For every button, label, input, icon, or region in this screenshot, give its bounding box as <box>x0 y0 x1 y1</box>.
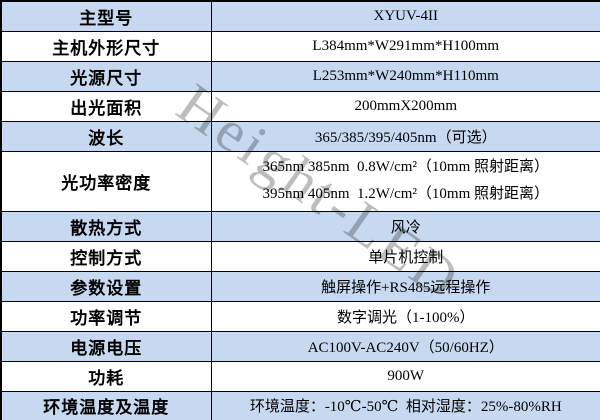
spec-row: 光源尺寸 L253mm*W240mm*H110mm <box>0 60 600 92</box>
spec-row: 电源电压 AC100V-AC240V（50/60HZ） <box>0 330 600 362</box>
spec-value-line: 395nm 405nm 1.2W/cm²（10mm 照射距离） <box>262 186 550 202</box>
spec-label: 主机外形尺寸 <box>0 30 212 62</box>
spec-row: 出光面积 200mmX200mm <box>0 90 600 122</box>
spec-label: 光功率密度 <box>0 150 212 212</box>
spec-row: 光功率密度 365nm 385nm 0.8W/cm²（10mm 照射距离） 395n… <box>0 150 600 212</box>
spec-row: 主机外形尺寸 L384mm*W291mm*H100mm <box>0 30 600 62</box>
spec-value: 触屏操作+RS485远程操作 <box>210 270 600 302</box>
spec-value: 900W <box>210 360 600 392</box>
spec-row: 环境温度及温度 环境温度：-10℃-50℃ 相对湿度：25%-80%RH <box>0 390 600 420</box>
spec-label: 出光面积 <box>0 90 212 122</box>
spec-row: 主型号 XYUV-4II <box>0 0 600 32</box>
spec-value: AC100V-AC240V（50/60HZ） <box>210 330 600 362</box>
spec-row: 波长 365/385/395/405nm（可选） <box>0 120 600 152</box>
spec-value: 单片机控制 <box>210 240 600 272</box>
spec-label: 参数设置 <box>0 270 212 302</box>
spec-value: 365/385/395/405nm（可选） <box>210 120 600 152</box>
spec-label: 功率调节 <box>0 300 212 332</box>
spec-row: 控制方式 单片机控制 <box>0 240 600 272</box>
spec-value-line: 365nm 385nm 0.8W/cm²（10mm 照射距离） <box>262 159 550 175</box>
spec-row: 功耗 900W <box>0 360 600 392</box>
spec-label: 控制方式 <box>0 240 212 272</box>
spec-value: 200mmX200mm <box>210 90 600 122</box>
spec-label: 波长 <box>0 120 212 152</box>
spec-row: 功率调节 数字调光（1-100%） <box>0 300 600 332</box>
spec-label: 功耗 <box>0 360 212 392</box>
spec-label: 环境温度及温度 <box>0 390 212 420</box>
spec-value: 365nm 385nm 0.8W/cm²（10mm 照射距离） 395nm 405… <box>210 150 600 212</box>
spec-value: 风冷 <box>210 210 600 242</box>
spec-value: 数字调光（1-100%） <box>210 300 600 332</box>
spec-label: 散热方式 <box>0 210 212 242</box>
spec-value: L253mm*W240mm*H110mm <box>210 60 600 92</box>
spec-value: L384mm*W291mm*H100mm <box>210 30 600 62</box>
spec-row: 参数设置 触屏操作+RS485远程操作 <box>0 270 600 302</box>
spec-label: 光源尺寸 <box>0 60 212 92</box>
spec-label: 主型号 <box>0 0 212 32</box>
spec-row: 散热方式 风冷 <box>0 210 600 242</box>
spec-label: 电源电压 <box>0 330 212 362</box>
spec-value: XYUV-4II <box>210 0 600 32</box>
spec-value: 环境温度：-10℃-50℃ 相对湿度：25%-80%RH <box>210 390 600 420</box>
